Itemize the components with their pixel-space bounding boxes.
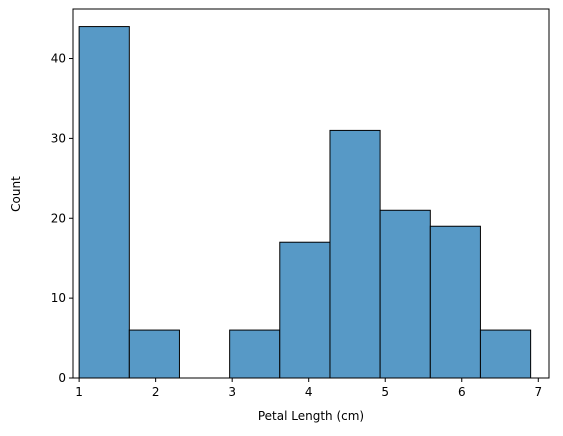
x-tick-label: 7 <box>534 385 542 399</box>
x-tick-label: 4 <box>305 385 313 399</box>
y-tick-label: 20 <box>51 211 66 225</box>
y-tick-label: 40 <box>51 52 66 66</box>
x-tick-label: 3 <box>228 385 236 399</box>
x-tick-label: 6 <box>458 385 466 399</box>
bar <box>279 241 331 379</box>
bar <box>429 225 481 379</box>
bar <box>329 129 381 379</box>
bar <box>229 329 281 379</box>
y-axis-label: Count <box>9 176 23 212</box>
bar <box>379 209 431 379</box>
bar <box>479 329 532 379</box>
plot-frame <box>72 8 550 379</box>
y-tick-label: 0 <box>58 371 66 385</box>
bar <box>78 26 130 379</box>
y-tick-label: 10 <box>51 291 66 305</box>
y-tick-label: 30 <box>51 131 66 145</box>
x-tick-label: 5 <box>381 385 389 399</box>
bar <box>128 329 180 379</box>
x-tick-label: 1 <box>75 385 83 399</box>
x-axis-label: Petal Length (cm) <box>258 409 364 423</box>
x-tick-label: 2 <box>152 385 160 399</box>
